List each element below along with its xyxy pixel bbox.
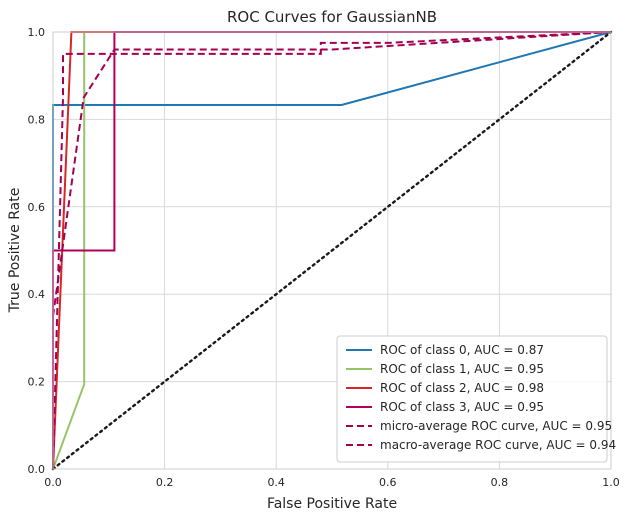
y-axis-label: True Positive Rate (7, 188, 23, 314)
series-line-6 (51, 30, 613, 471)
y-tick-label: 0.4 (28, 288, 46, 301)
tick-labels: 0.0 0.2 0.4 0.6 0.8 1.0 0.0 0.2 0.4 0.6 0.8 1.0 (28, 26, 620, 489)
x-tick-label: 0.0 (44, 476, 62, 489)
legend-label-0: ROC of class 0, AUC = 0.87 (380, 343, 544, 357)
chart-title: ROC Curves for GaussianNB (227, 8, 437, 26)
legend-label-5: macro-average ROC curve, AUC = 0.94 (380, 438, 616, 452)
y-tick-label: 1.0 (28, 26, 46, 39)
legend-label-3: ROC of class 3, AUC = 0.95 (380, 400, 544, 414)
plot-frame (52, 31, 612, 470)
legend: ROC of class 0, AUC = 0.87 ROC of class 1… (336, 335, 616, 463)
series-line-5 (52, 31, 612, 317)
x-tick-label: 1.0 (602, 476, 620, 489)
x-tick-label: 0.6 (379, 476, 397, 489)
y-tick-label: 0.0 (28, 463, 46, 476)
x-tick-label: 0.2 (156, 476, 174, 489)
series-line-4 (52, 31, 612, 470)
x-tick-label: 0.4 (267, 476, 285, 489)
x-axis-label: False Positive Rate (267, 496, 397, 512)
legend-box (336, 335, 608, 463)
legend-label-1: ROC of class 1, AUC = 0.95 (380, 362, 544, 376)
legend-label-4: micro-average ROC curve, AUC = 0.95 (380, 419, 612, 433)
y-tick-label: 0.6 (28, 201, 46, 214)
y-tick-label: 0.8 (28, 113, 46, 126)
legend-label-2: ROC of class 2, AUC = 0.98 (380, 381, 544, 395)
y-tick-label: 0.2 (28, 376, 46, 389)
x-tick-label: 0.8 (491, 476, 509, 489)
